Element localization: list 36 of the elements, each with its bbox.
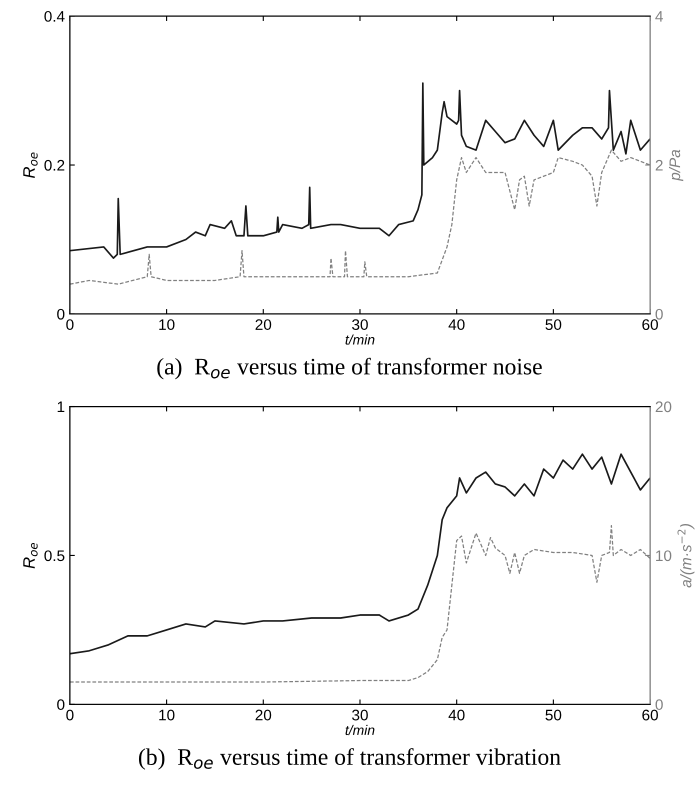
y2-tick-label: 10 [656, 550, 672, 562]
y-tick-label: 0 [57, 699, 64, 710]
y-tick-label: 1 [58, 402, 64, 412]
y2-axis-title: p/Pa [668, 150, 684, 182]
line-series [70, 453, 650, 655]
x-tick-label: 10 [159, 710, 174, 720]
y-tick-label: 0 [57, 308, 64, 320]
x-tick-label: 20 [256, 319, 272, 330]
x-tick-label: 50 [545, 319, 562, 330]
x-tick-label: 30 [352, 319, 368, 330]
y2-tick-label: 0 [656, 699, 663, 710]
x-tick-label: 0 [66, 319, 74, 330]
x-axis-title: t/min [346, 334, 374, 345]
x-tick-label: 60 [642, 710, 658, 720]
x-tick-label: 40 [448, 710, 465, 720]
line-series [70, 82, 650, 259]
y2-tick-label: 0 [656, 308, 663, 320]
y2-axis-title: a/(m·s$^{−2}$) [677, 524, 694, 588]
x-tick-label: 30 [352, 710, 368, 720]
y-axis-title: R$_{oe}$ [23, 152, 38, 178]
x-tick-label: 0 [66, 710, 74, 720]
y2-tick-label: 20 [656, 401, 672, 412]
y2-tick-label: 2 [656, 160, 663, 171]
y-tick-label: 0.2 [44, 160, 64, 171]
y2-tick-label: 4 [655, 11, 663, 22]
y-axis-title: R$_{oe}$ [23, 542, 38, 568]
text: (a) R$_{oe}$ versus time of transformer noise [157, 358, 542, 380]
text: (b) R$_{oe}$ versus time of transformer vibration [138, 748, 561, 770]
x-tick-label: 50 [545, 710, 562, 720]
x-tick-label: 20 [256, 710, 272, 720]
x-tick-label: 40 [448, 319, 465, 330]
x-tick-label: 10 [159, 319, 174, 330]
y-tick-label: 0.4 [44, 10, 65, 22]
x-axis-title: t/min [346, 724, 374, 736]
x-tick-label: 60 [642, 319, 658, 330]
y-tick-label: 0.5 [44, 550, 64, 562]
